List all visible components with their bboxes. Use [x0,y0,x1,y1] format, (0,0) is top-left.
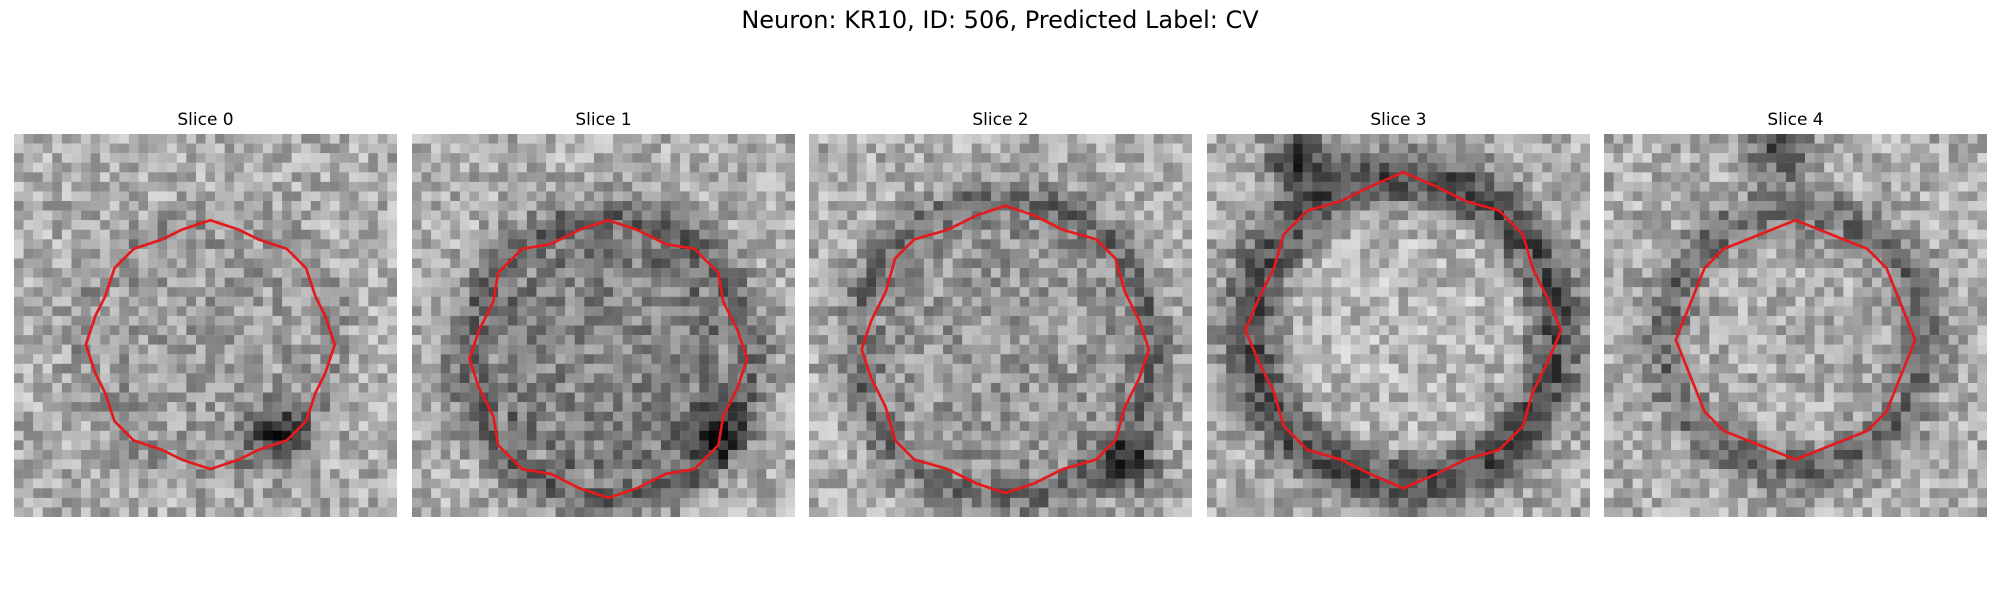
slice-image [14,134,397,517]
slice-title: Slice 2 [972,110,1029,130]
slice-title: Slice 0 [177,110,234,130]
figure-title: Neuron: KR10, ID: 506, Predicted Label: … [741,6,1259,34]
slice-title: Slice 4 [1767,110,1824,130]
slice-title: Slice 3 [1370,110,1427,130]
slice-image [1207,134,1590,517]
roi-contour [84,218,337,471]
roi-contour [468,218,749,500]
roi-contour [1674,218,1917,461]
slice-title: Slice 1 [575,110,632,130]
slice-image [1604,134,1987,517]
roi-contour [1243,170,1563,490]
roi-contour [860,204,1151,495]
slice-image [412,134,795,517]
slice-image [809,134,1192,517]
